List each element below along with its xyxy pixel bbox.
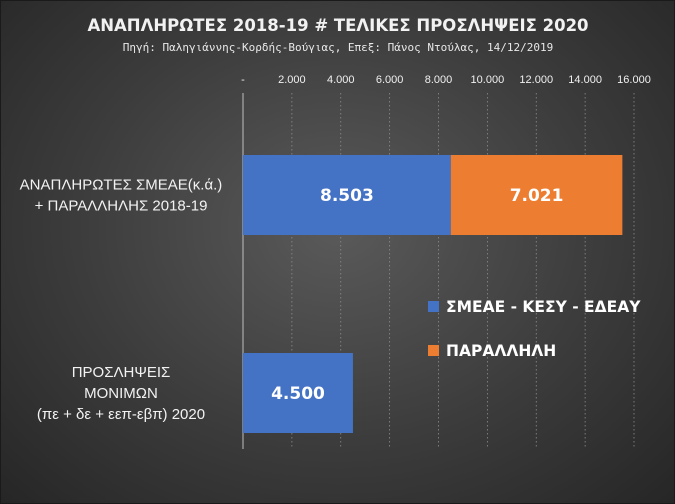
- category-labels: ΑΝΑΠΛΗΡΩΤΕΣ ΣΜΕΑΕ(κ.ά.) + ΠΑΡΑΛΛΗΛΗΣ 2018…: [20, 177, 223, 424]
- bar-segment: [243, 353, 353, 433]
- data-labels: 8.503 7.021 4.500: [271, 186, 563, 404]
- bar-segment: [243, 155, 451, 235]
- legend-swatch: [428, 301, 439, 312]
- legend-label: ΣΜΕΑΕ - ΚΕΣΥ - ΕΔΕΑΥ: [446, 298, 641, 316]
- x-axis-ticks: - 2.000 4.000 6.000 8.000 10.000 12.000 14.000 1…: [241, 74, 651, 86]
- x-tick-label: 16.000: [617, 74, 651, 86]
- bars: [243, 155, 623, 433]
- legend-swatch: [428, 345, 439, 356]
- legend-label: ΠΑΡΑΛΛΗΛΗ: [446, 342, 556, 360]
- x-tick-label: 2.000: [278, 74, 306, 86]
- category-label: ΜΟΝΙΜΩΝ: [84, 385, 158, 402]
- x-tick-label: -: [241, 74, 245, 86]
- x-tick-label: 12.000: [519, 74, 553, 86]
- data-label: 7.021: [510, 186, 564, 206]
- legend: ΣΜΕΑΕ - ΚΕΣΥ - ΕΔΕΑΥ ΠΑΡΑΛΛΗΛΗ: [428, 298, 641, 360]
- category-label: (πε + δε + εεπ-εβπ) 2020: [37, 406, 205, 423]
- chart-subtitle: Πηγή: Παληγιάννης-Κορδής-Βούγιας, Επεξ: …: [123, 41, 553, 54]
- x-tick-label: 10.000: [471, 74, 505, 86]
- data-label: 4.500: [271, 384, 325, 404]
- x-tick-label: 6.000: [376, 74, 404, 86]
- chart-title: ΑΝΑΠΛΗΡΩΤΕΣ 2018-19 # ΤΕΛΙΚΕΣ ΠΡΟΣΛΗΨΕΙΣ…: [87, 16, 588, 35]
- category-label: ΑΝΑΠΛΗΡΩΤΕΣ ΣΜΕΑΕ(κ.ά.): [20, 177, 223, 194]
- category-label: + ΠΑΡΑΛΛΗΛΗΣ 2018-19: [35, 198, 208, 215]
- x-tick-label: 4.000: [327, 74, 355, 86]
- x-tick-label: 8.000: [425, 74, 453, 86]
- data-label: 8.503: [320, 186, 374, 206]
- bar-segment: [450, 155, 623, 235]
- x-tick-label: 14.000: [568, 74, 602, 86]
- category-label: ΠΡΟΣΛΗΨΕΙΣ: [72, 364, 171, 381]
